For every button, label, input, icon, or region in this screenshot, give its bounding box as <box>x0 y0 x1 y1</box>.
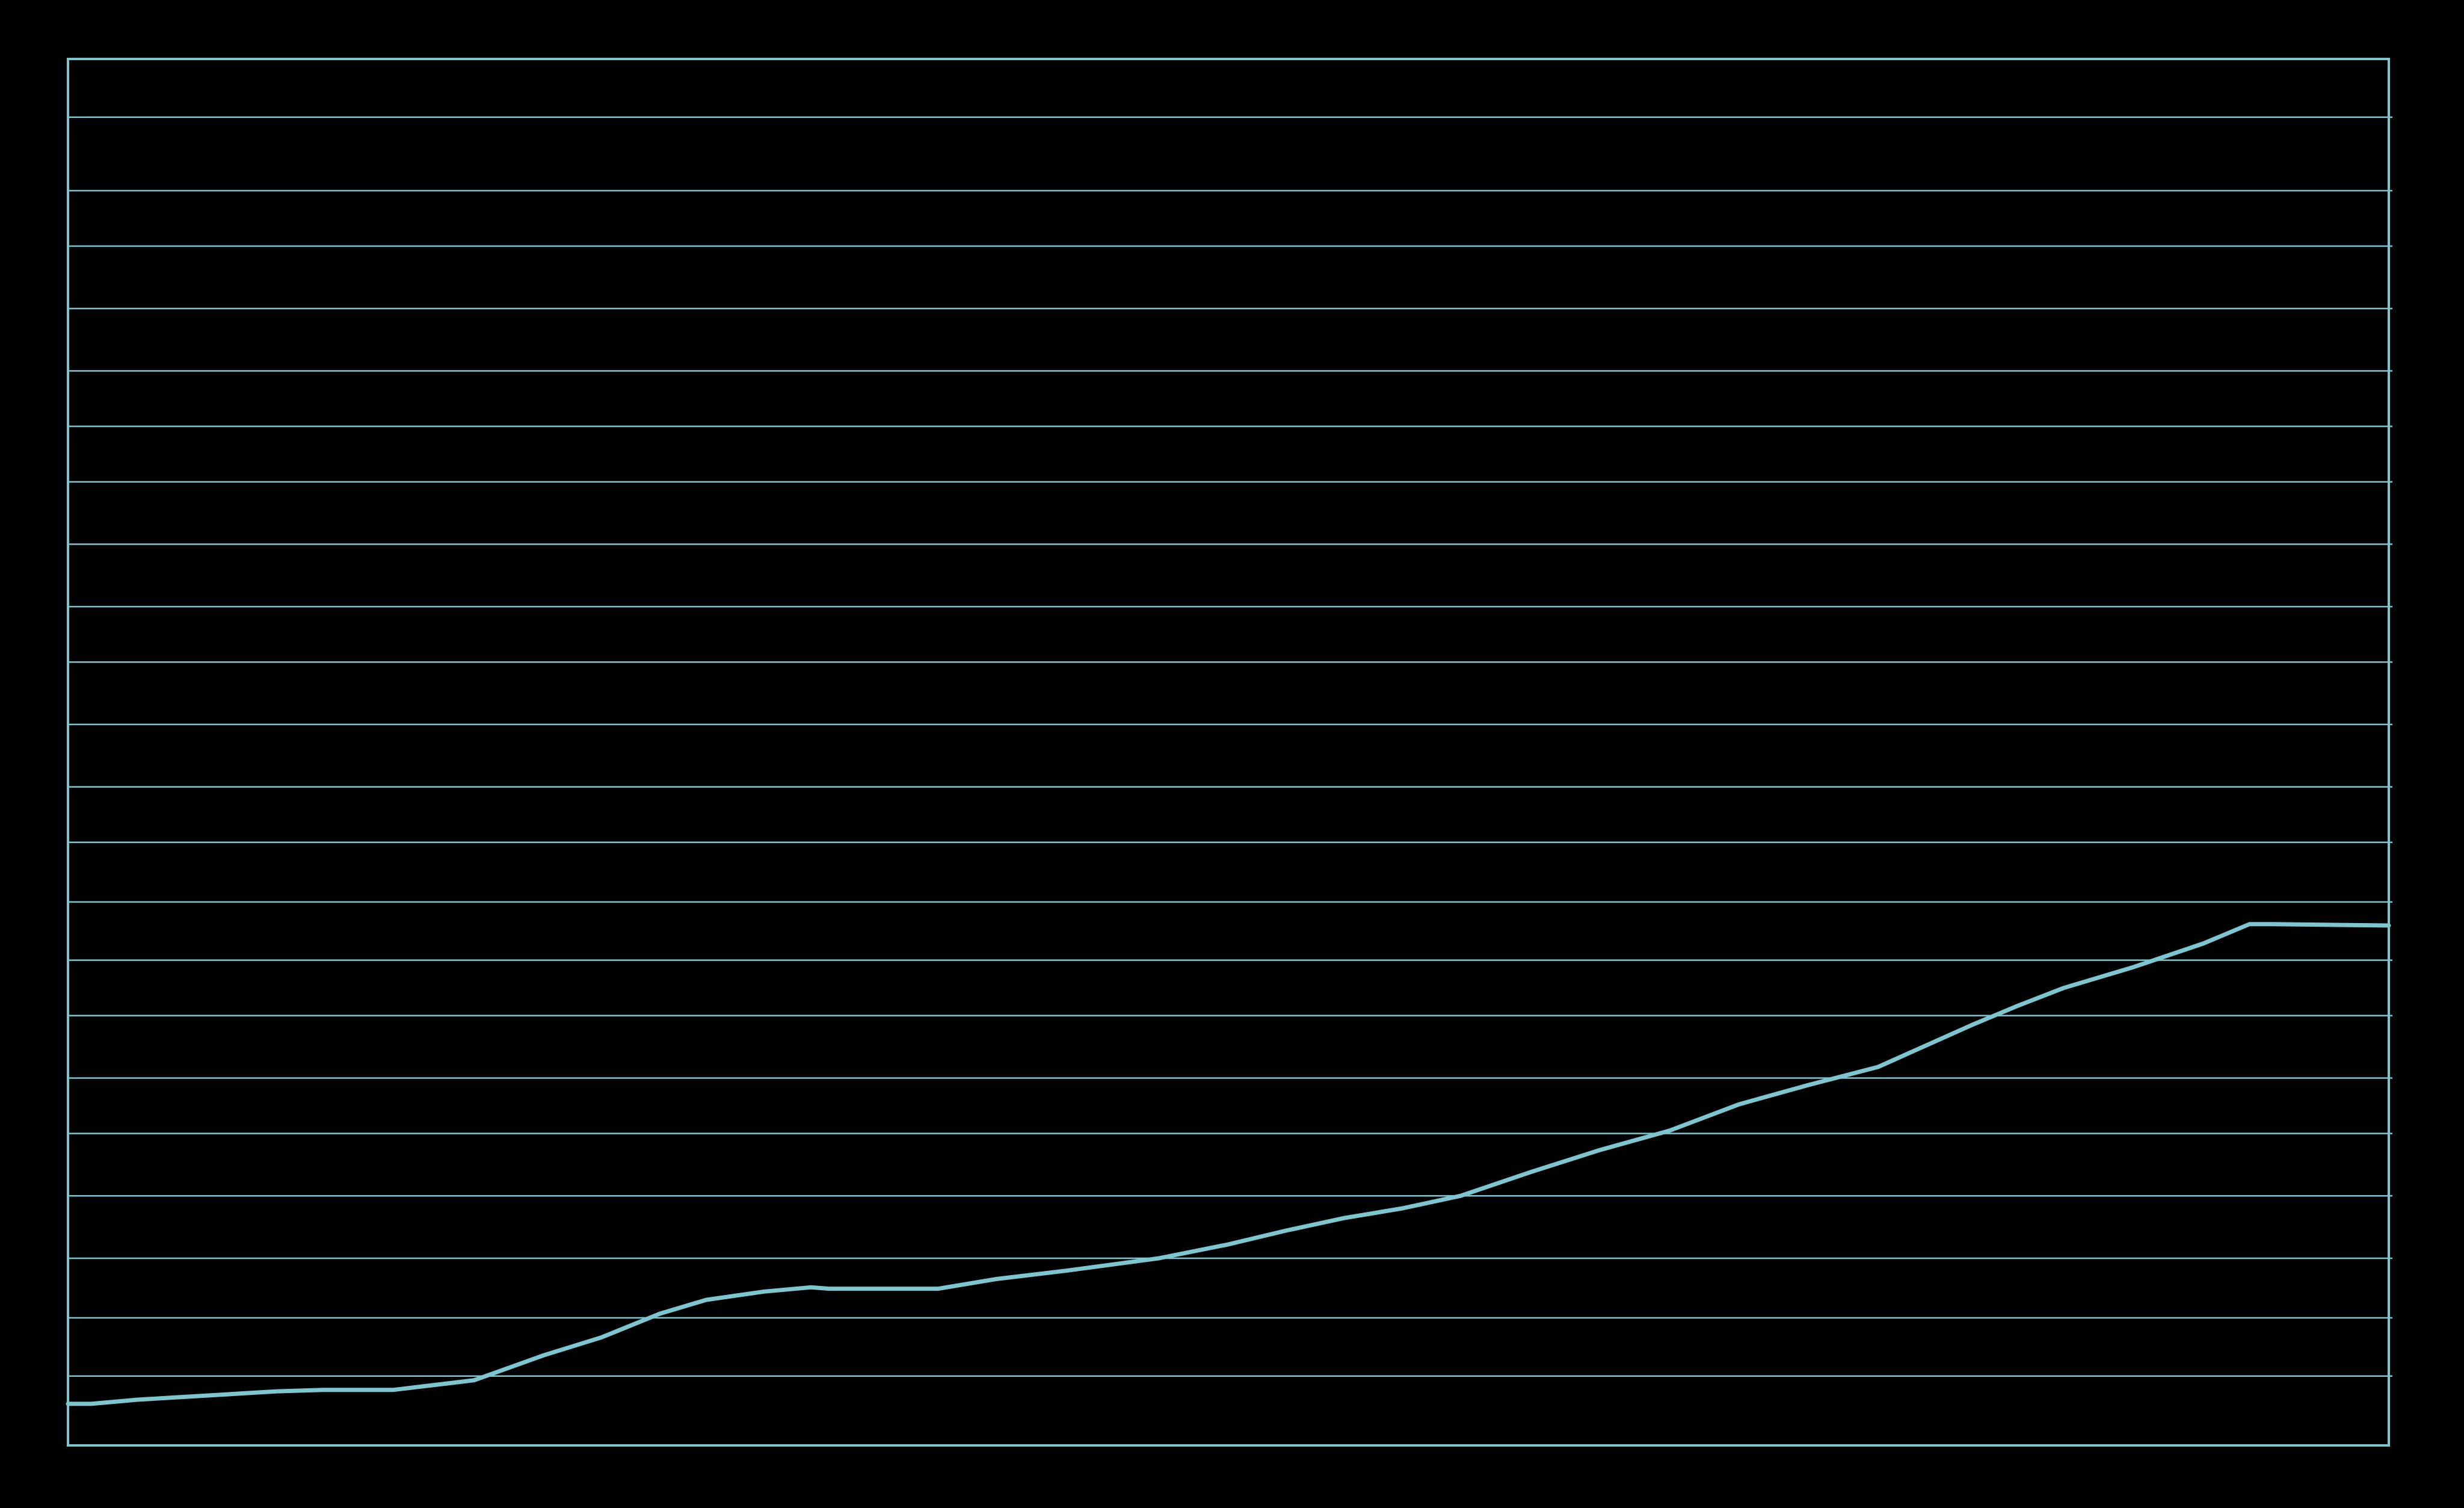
series-line <box>66 922 2391 1406</box>
series-layer <box>66 922 2391 1406</box>
gridlines <box>68 116 2392 1377</box>
plot-area-border <box>67 58 2390 1447</box>
